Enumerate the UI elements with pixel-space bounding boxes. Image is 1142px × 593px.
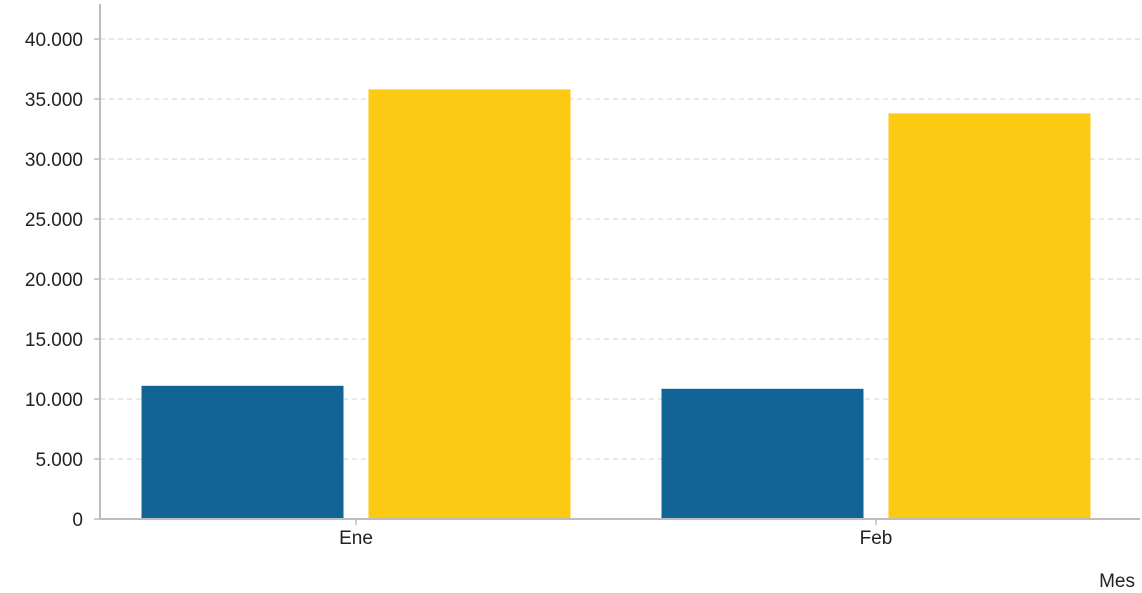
bar-feb-series-1 [661,388,864,519]
y-tick-label: 30.000 [25,150,83,171]
y-tick-label: 40.000 [25,30,83,51]
bar-feb-series-2 [888,113,1091,520]
bar-ene-series-2 [368,89,571,520]
y-tick-label: 5.000 [35,450,83,471]
x-axis-ticks: Ene Feb [339,519,892,549]
y-tick-label: 0 [72,510,83,531]
x-tick-label: Ene [339,528,373,549]
y-tick-label: 35.000 [25,90,83,111]
y-tick-label: 10.000 [25,390,83,411]
y-axis-ticks: 0 5.000 10.000 15.000 20.000 25.000 30.000 35.0… [25,30,100,531]
bars [141,89,1091,520]
y-tick-label: 20.000 [25,270,83,291]
y-tick-label: 15.000 [25,330,83,351]
x-axis-title: Mes [1099,571,1135,592]
y-tick-label: 25.000 [25,210,83,231]
bar-ene-series-1 [141,385,344,519]
x-tick-label: Feb [860,528,893,549]
